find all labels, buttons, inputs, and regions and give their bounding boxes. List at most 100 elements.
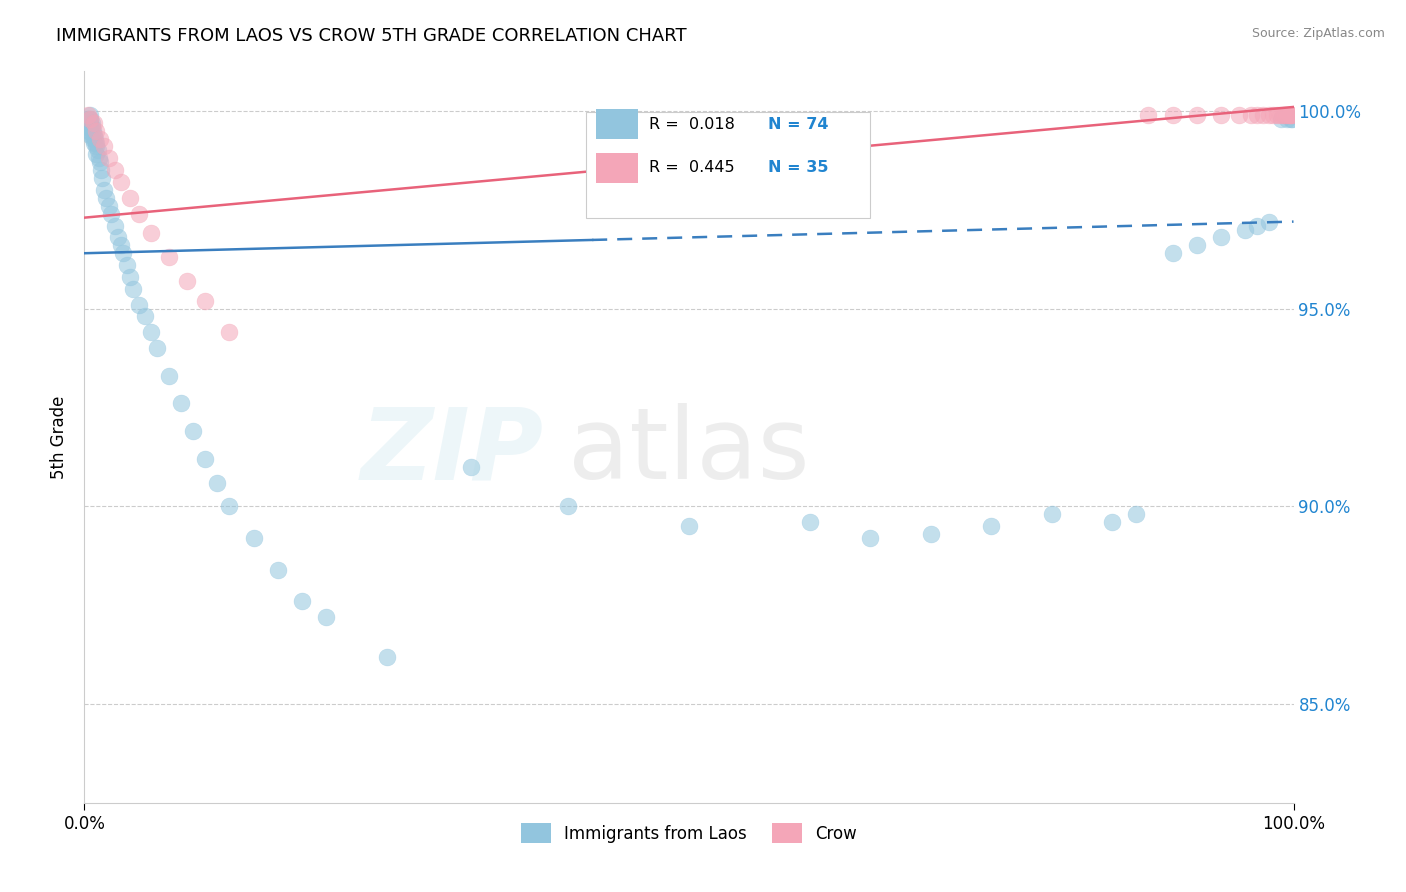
Point: [460, 459, 482, 474]
Point: [1185, 108, 1208, 122]
Point: [859, 531, 882, 545]
Point: [1278, 108, 1301, 122]
Text: atlas: atlas: [568, 403, 810, 500]
Point: [77, 112, 100, 126]
Point: [1279, 108, 1302, 122]
Point: [1265, 108, 1288, 122]
Text: IMMIGRANTS FROM LAOS VS CROW 5TH GRADE CORRELATION CHART: IMMIGRANTS FROM LAOS VS CROW 5TH GRADE C…: [56, 27, 688, 45]
Point: [94, 191, 117, 205]
Point: [1234, 222, 1257, 236]
Point: [128, 298, 150, 312]
Point: [1101, 515, 1123, 529]
Point: [557, 500, 579, 514]
Point: [1281, 108, 1303, 122]
Point: [120, 269, 142, 284]
Point: [77, 116, 100, 130]
Point: [1278, 108, 1301, 122]
Point: [139, 326, 162, 340]
Point: [1137, 108, 1160, 122]
Point: [110, 238, 132, 252]
Text: Source: ZipAtlas.com: Source: ZipAtlas.com: [1251, 27, 1385, 40]
Point: [79, 120, 101, 134]
Point: [181, 424, 204, 438]
Text: ZIP: ZIP: [361, 403, 544, 500]
Point: [79, 112, 101, 126]
Point: [82, 123, 104, 137]
Point: [291, 594, 314, 608]
Point: [1040, 507, 1063, 521]
Point: [107, 230, 129, 244]
Point: [80, 116, 103, 130]
Point: [134, 310, 156, 324]
Y-axis label: 5th Grade: 5th Grade: [51, 395, 69, 479]
FancyBboxPatch shape: [596, 153, 638, 183]
Point: [112, 246, 135, 260]
Point: [77, 123, 100, 137]
Point: [86, 147, 108, 161]
Point: [83, 116, 105, 130]
Point: [1227, 108, 1250, 122]
Point: [1161, 108, 1184, 122]
Point: [1277, 112, 1299, 126]
Point: [79, 128, 101, 142]
Point: [77, 120, 100, 134]
Point: [82, 131, 104, 145]
Point: [86, 123, 108, 137]
Point: [89, 155, 111, 169]
Point: [115, 258, 138, 272]
Point: [157, 368, 180, 383]
Point: [1274, 108, 1296, 122]
Text: R =  0.018: R = 0.018: [650, 117, 735, 131]
Point: [104, 163, 127, 178]
Point: [89, 131, 111, 145]
Point: [91, 171, 114, 186]
Point: [79, 116, 101, 130]
Point: [920, 527, 942, 541]
Text: N = 35: N = 35: [768, 161, 828, 176]
Point: [86, 139, 108, 153]
Point: [83, 128, 105, 142]
Point: [157, 250, 180, 264]
Point: [1240, 108, 1263, 122]
Point: [1270, 112, 1292, 126]
Point: [1246, 219, 1268, 233]
Point: [93, 183, 115, 197]
Point: [375, 649, 398, 664]
Point: [1125, 507, 1147, 521]
Point: [79, 112, 101, 126]
Point: [1281, 112, 1303, 126]
Point: [1246, 108, 1268, 122]
Point: [1253, 108, 1275, 122]
Point: [77, 112, 100, 126]
Point: [86, 136, 108, 150]
Point: [1209, 108, 1232, 122]
Point: [80, 128, 103, 142]
Point: [1161, 246, 1184, 260]
Point: [218, 326, 240, 340]
Point: [1271, 108, 1294, 122]
Point: [1258, 214, 1281, 228]
FancyBboxPatch shape: [586, 112, 870, 218]
Point: [242, 531, 264, 545]
Point: [678, 519, 700, 533]
Point: [1185, 238, 1208, 252]
Point: [93, 139, 115, 153]
Point: [121, 282, 143, 296]
Point: [176, 274, 198, 288]
Point: [1277, 108, 1299, 122]
Point: [267, 562, 290, 576]
Point: [86, 144, 108, 158]
Point: [120, 191, 142, 205]
Point: [104, 219, 127, 233]
Legend: Immigrants from Laos, Crow: Immigrants from Laos, Crow: [515, 817, 863, 849]
FancyBboxPatch shape: [596, 109, 638, 139]
Point: [128, 207, 150, 221]
Point: [1261, 108, 1284, 122]
Point: [218, 500, 240, 514]
Point: [207, 475, 229, 490]
Point: [1270, 108, 1292, 122]
Point: [315, 610, 337, 624]
Point: [79, 108, 101, 122]
Point: [80, 120, 103, 134]
Point: [77, 116, 100, 130]
